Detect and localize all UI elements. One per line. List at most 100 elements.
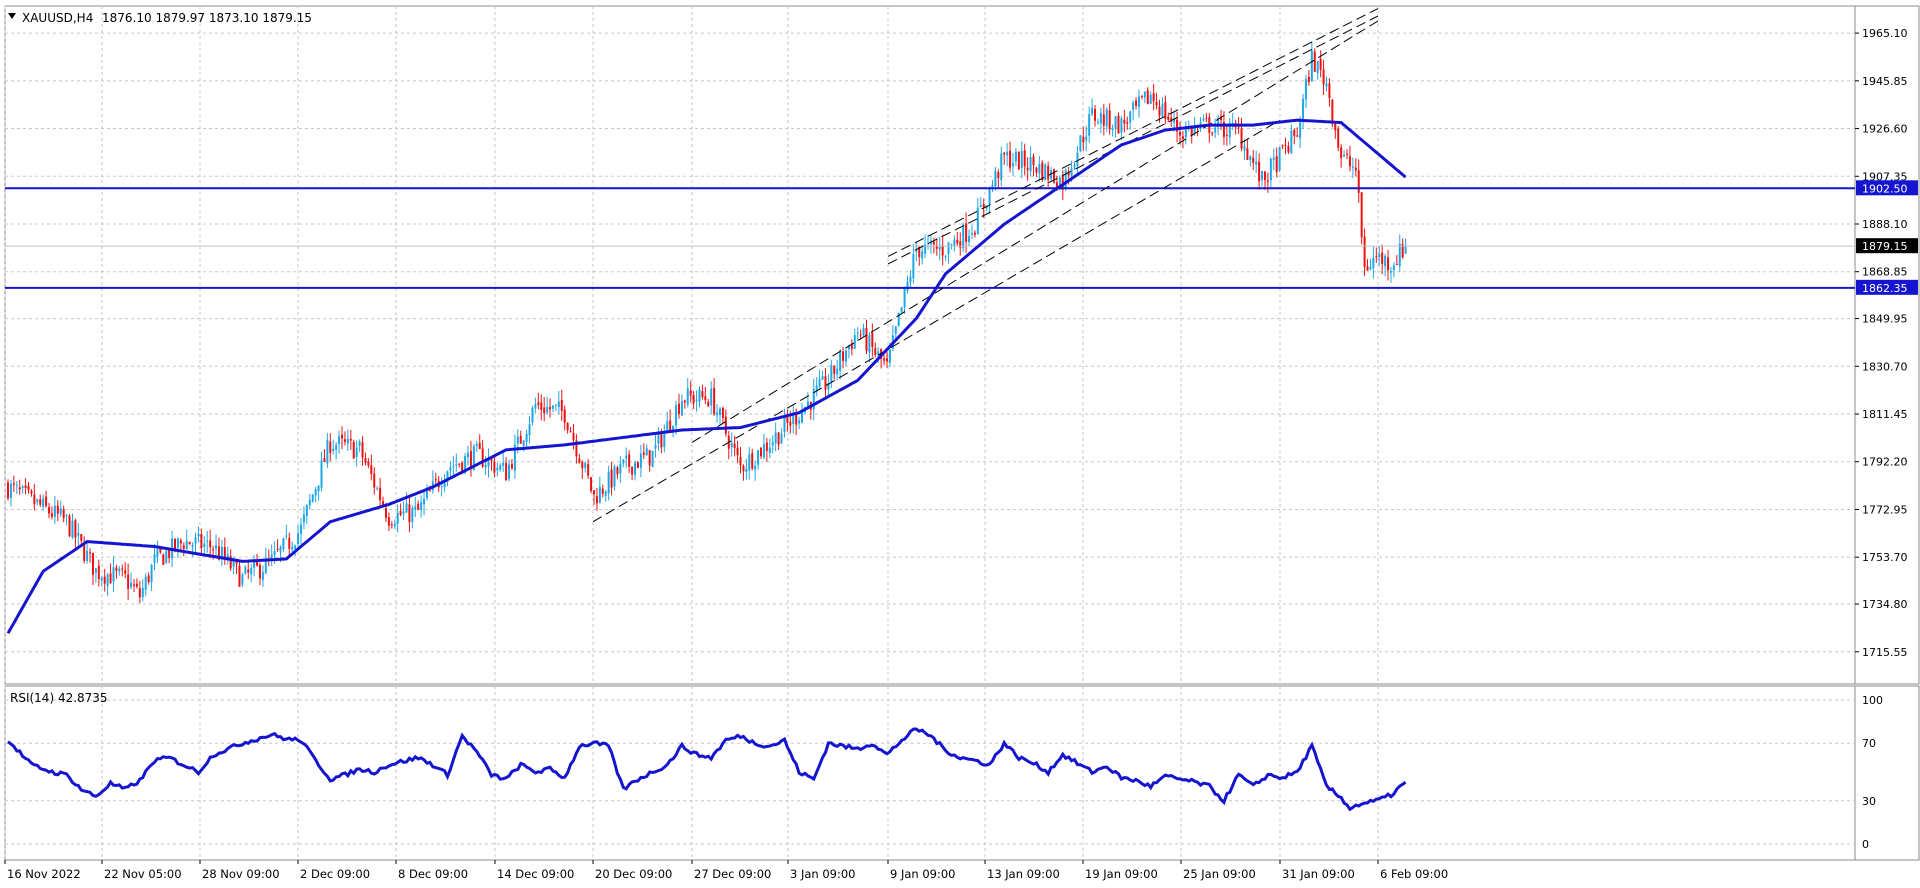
- candlestick-series: [7, 41, 1407, 604]
- candle-body-438: [1290, 130, 1293, 154]
- candle-body-312: [921, 251, 924, 259]
- candle-body-237: [701, 391, 704, 397]
- candle-body-440: [1296, 135, 1299, 137]
- candle-262: [774, 422, 777, 452]
- candle-310: [915, 241, 918, 262]
- candle-body-364: [1073, 164, 1076, 167]
- time-tick-label-9: 9 Jan 09:00: [890, 867, 956, 881]
- candle-255: [754, 460, 757, 481]
- candle-339: [1000, 146, 1003, 187]
- candle-245: [724, 409, 727, 437]
- candle-457: [1346, 149, 1349, 160]
- candle-226: [669, 409, 672, 434]
- candle-body-446: [1313, 51, 1316, 72]
- candle-body-294: [868, 334, 871, 353]
- candle-body-276: [815, 385, 818, 391]
- candle-body-369: [1088, 114, 1091, 136]
- candle-body-236: [698, 389, 701, 402]
- candle-body-79: [238, 565, 241, 587]
- candle-body-337: [994, 170, 997, 187]
- candle-body-349: [1029, 157, 1032, 172]
- candle-175: [519, 430, 522, 444]
- candle-body-157: [467, 452, 470, 458]
- candle-29: [91, 552, 94, 586]
- candle-body-188: [557, 401, 560, 408]
- candle-375: [1105, 107, 1108, 132]
- candle-408: [1202, 114, 1205, 122]
- candle-body-148: [440, 486, 443, 488]
- candle-240: [710, 381, 713, 415]
- candle-291: [859, 329, 862, 340]
- moving-average-line: [6, 118, 1407, 635]
- candle-body-174: [516, 436, 519, 444]
- candle-368: [1085, 125, 1088, 152]
- time-tick-label-12: 25 Jan 09:00: [1183, 867, 1256, 881]
- candle-body-95: [285, 535, 288, 537]
- candle-body-221: [654, 444, 657, 449]
- candle-149: [443, 474, 446, 492]
- candle-body-11: [39, 499, 42, 505]
- candle-456: [1343, 150, 1346, 158]
- candle-459: [1351, 157, 1354, 178]
- candle-187: [554, 404, 557, 412]
- candle-body-359: [1058, 177, 1061, 190]
- candle-402: [1184, 121, 1187, 145]
- candle-body-366: [1079, 135, 1082, 152]
- candle-373: [1099, 107, 1102, 134]
- candle-body-332: [979, 205, 982, 208]
- candle-416: [1225, 125, 1228, 146]
- candle-472: [1389, 266, 1392, 283]
- candle-369: [1088, 106, 1091, 143]
- candle-18: [59, 500, 62, 517]
- candle-body-33: [103, 576, 106, 584]
- candle-body-464: [1366, 266, 1369, 271]
- time-tick-label-0: 16 Nov 2022: [7, 867, 81, 881]
- candle-196: [581, 460, 584, 480]
- candle-body-72: [217, 546, 220, 560]
- candle-body-240: [710, 388, 713, 406]
- candle-body-172: [510, 463, 513, 469]
- rsi-axis-frame: [1854, 685, 1920, 861]
- candle-8: [30, 489, 33, 497]
- candle-body-166: [493, 461, 496, 473]
- candle-body-110: [329, 441, 332, 453]
- candle-266: [786, 409, 789, 432]
- candle-53: [162, 553, 165, 565]
- candle-body-14: [48, 506, 51, 514]
- price-tick-label-1: 1945.85: [1862, 75, 1908, 88]
- candle-body-138: [411, 507, 414, 522]
- candle-body-286: [844, 350, 847, 362]
- candle-body-355: [1047, 165, 1050, 180]
- candle-100: [300, 517, 302, 545]
- candle-body-39: [121, 568, 124, 570]
- candle-body-189: [560, 399, 563, 411]
- candle-body-368: [1085, 136, 1088, 141]
- candle-body-348: [1026, 168, 1029, 170]
- candle-body-261: [771, 442, 774, 446]
- candle-308: [909, 270, 912, 289]
- candle-321: [947, 241, 950, 264]
- candle-body-311: [918, 246, 921, 257]
- candle-body-268: [792, 413, 795, 424]
- candle-body-129: [384, 508, 387, 518]
- candle-body-420: [1237, 127, 1240, 129]
- candle-body-63: [191, 544, 194, 547]
- candle-153: [455, 453, 458, 472]
- candle-body-97: [291, 546, 294, 550]
- candle-body-255: [754, 465, 757, 470]
- chart-menu-triangle-icon[interactable]: [8, 13, 16, 19]
- candle-464: [1366, 259, 1369, 271]
- candle-body-220: [651, 450, 654, 467]
- candle-body-451: [1328, 83, 1331, 99]
- candle-192: [569, 426, 572, 433]
- candle-body-141: [420, 502, 423, 510]
- candle-body-472: [1389, 271, 1392, 273]
- candle-17: [56, 500, 59, 522]
- candle-126: [376, 486, 379, 491]
- candle-450: [1325, 76, 1328, 92]
- candle-body-34: [106, 574, 109, 586]
- candle-7: [27, 481, 30, 494]
- rsi-tick-label-3: 0: [1862, 838, 1869, 851]
